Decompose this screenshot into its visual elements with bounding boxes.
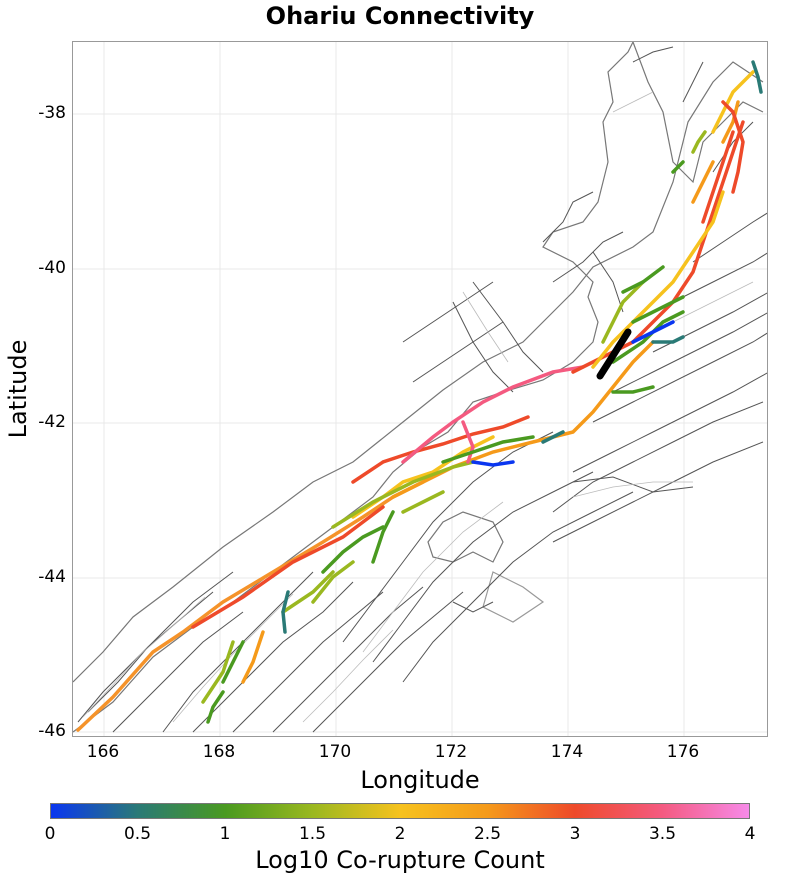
map-canvas xyxy=(73,42,767,736)
x-tick-label: 174 xyxy=(550,742,584,762)
map-plot-area[interactable] xyxy=(72,41,768,737)
y-axis-label: Latitude xyxy=(4,339,32,439)
colorbar-tick-label: 1 xyxy=(219,824,231,844)
corupture-faults xyxy=(76,60,763,732)
y-tick-label: -46 xyxy=(38,721,66,741)
x-tick-label: 176 xyxy=(666,742,700,762)
colorbar xyxy=(50,803,750,819)
colorbar-tick-label: 3.5 xyxy=(648,824,677,844)
colorbar-tick-label: 2.5 xyxy=(473,824,502,844)
y-tick-label: -40 xyxy=(38,258,66,278)
fault-surface-projections xyxy=(82,91,754,723)
gridlines xyxy=(73,42,767,736)
y-tick-label: -38 xyxy=(38,103,66,123)
x-tick-label: 170 xyxy=(318,742,352,762)
colorbar-tick-label: 0.5 xyxy=(123,824,152,844)
ohariu-fault-highlight[interactable] xyxy=(596,328,632,380)
colorbar-tick-label: 3 xyxy=(569,824,581,844)
colorbar-tick-label: 2 xyxy=(394,824,406,844)
chart-title: Ohariu Connectivity xyxy=(265,2,535,30)
colorbar-label: Log10 Co-rupture Count xyxy=(255,846,545,874)
x-tick-label: 172 xyxy=(434,742,468,762)
colorbar-tick-label: 0 xyxy=(44,824,56,844)
x-axis-label: Longitude xyxy=(360,766,480,794)
y-tick-label: -44 xyxy=(38,567,66,587)
colorbar-tick-label: 1.5 xyxy=(298,824,327,844)
coastline xyxy=(73,42,764,733)
colorbar-tick-label: 4 xyxy=(744,824,756,844)
y-tick-label: -42 xyxy=(38,412,66,432)
x-tick-label: 166 xyxy=(86,742,120,762)
x-tick-label: 168 xyxy=(202,742,236,762)
fault-network xyxy=(77,46,767,733)
